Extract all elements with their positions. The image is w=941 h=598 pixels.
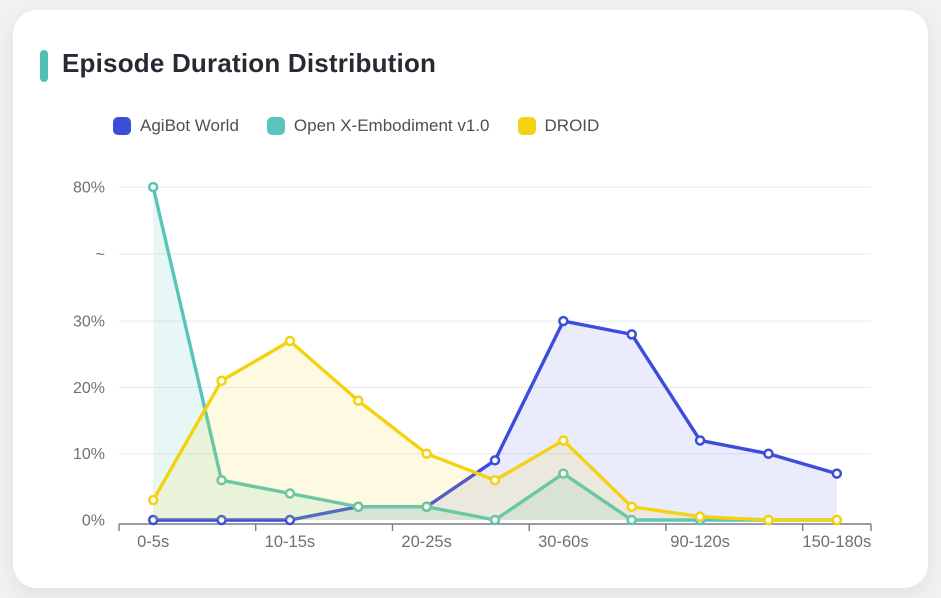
data-point-marker-0-5[interactable]	[489, 455, 501, 466]
x-tick-label: 90-120s	[670, 533, 730, 551]
y-tick-label: ~	[96, 247, 105, 264]
chart-plot-area[interactable]: 0% 10% 20% 30% ~80% 0-5s 10-15s 20-25s 30-60s 90-…	[13, 10, 928, 588]
series-area	[153, 321, 837, 520]
legend-label: Open X-Embodiment v1.0	[293, 116, 490, 135]
page-title: Episode Duration Distribution	[62, 48, 437, 78]
legend-item-droid[interactable]: DROID	[517, 116, 600, 136]
data-point-marker-1-7[interactable]	[626, 514, 637, 526]
data-point-marker-0-6[interactable]	[558, 315, 569, 327]
data-point-marker-0-7[interactable]	[626, 329, 637, 340]
legend-swatch-open-x-embodiment	[266, 117, 285, 135]
data-point-marker-1-2[interactable]	[284, 488, 296, 499]
title-accent-bar	[40, 50, 48, 82]
series-droid	[147, 335, 843, 526]
x-tick-label: 10-15s	[265, 533, 315, 551]
data-point-marker-2-10[interactable]	[831, 514, 843, 526]
y-tick-label: 0%	[82, 513, 105, 530]
y-tick-label: 20%	[73, 380, 105, 397]
x-tick-label: 20-25s	[401, 533, 451, 551]
legend-item-agibot-world[interactable]: AgiBot World	[113, 116, 239, 136]
y-gridlines	[119, 186, 871, 455]
data-point-marker-1-0[interactable]	[147, 181, 159, 193]
x-tick-label: 150-180s	[802, 533, 871, 551]
data-point-marker-2-1[interactable]	[216, 375, 227, 387]
legend: AgiBot World Open X-Embodiment v1.0 DROI…	[113, 116, 599, 136]
data-point-marker-1-6[interactable]	[558, 468, 569, 479]
y-tick-label: 80%	[73, 180, 105, 197]
legend-swatch-droid	[517, 117, 536, 135]
data-point-marker-2-6[interactable]	[558, 435, 569, 446]
data-point-marker-2-0[interactable]	[147, 494, 159, 506]
x-tick-label: 0-5s	[137, 533, 169, 551]
line-chart-canvas[interactable]: 0% 10% 20% 30% ~80% 0-5s 10-15s 20-25s 30-60s 90-…	[13, 10, 928, 588]
data-point-marker-1-1[interactable]	[216, 474, 227, 486]
chart-card: Episode Duration Distribution AgiBot Wor…	[13, 10, 928, 588]
data-point-marker-0-8[interactable]	[694, 435, 706, 446]
y-tick-label: 10%	[73, 446, 105, 463]
y-axis-labels: 0% 10% 20% 30% ~80%	[73, 180, 105, 530]
y-tick-label: 30%	[73, 314, 105, 331]
data-point-marker-2-9[interactable]	[763, 514, 774, 526]
data-point-marker-2-7[interactable]	[626, 501, 637, 512]
data-point-marker-2-8[interactable]	[694, 511, 706, 522]
x-axis-labels: 0-5s 10-15s 20-25s 30-60s 90-120s 150-180s	[137, 533, 871, 551]
data-point-marker-2-2[interactable]	[284, 335, 296, 347]
legend-label: AgiBot World	[140, 116, 239, 135]
data-point-marker-0-1[interactable]	[216, 514, 227, 526]
legend-item-open-x-embodiment[interactable]: Open X-Embodiment v1.0	[266, 116, 490, 136]
data-point-marker-1-5[interactable]	[489, 514, 501, 526]
data-point-marker-2-5[interactable]	[489, 474, 501, 486]
data-point-marker-0-10[interactable]	[831, 468, 843, 479]
data-point-marker-0-9[interactable]	[763, 448, 774, 459]
legend-label: DROID	[544, 116, 600, 135]
data-point-marker-1-3[interactable]	[353, 501, 364, 512]
data-point-marker-2-3[interactable]	[353, 395, 364, 406]
data-point-marker-2-4[interactable]	[421, 448, 432, 459]
data-point-marker-0-0[interactable]	[147, 514, 159, 526]
series-area	[153, 187, 837, 520]
x-tick-label: 30-60s	[538, 533, 588, 551]
data-point-marker-1-4[interactable]	[421, 501, 432, 512]
legend-swatch-agibot-world	[113, 117, 131, 135]
series-area	[153, 340, 837, 520]
data-point-marker-0-2[interactable]	[284, 514, 296, 526]
